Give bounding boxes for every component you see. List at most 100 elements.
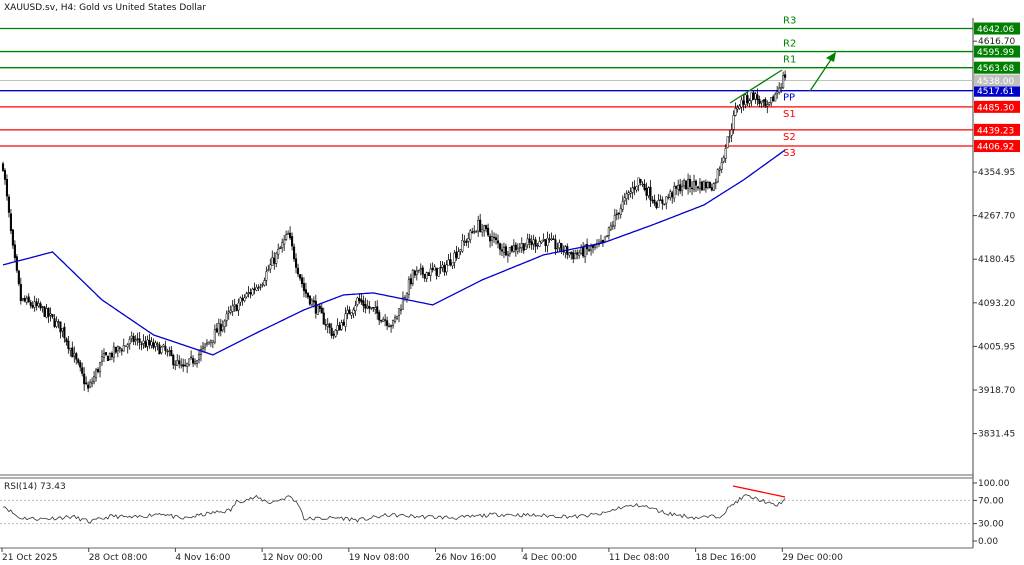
candle-body <box>649 186 652 201</box>
candle-body <box>294 258 298 268</box>
direction-arrow-line <box>809 57 833 92</box>
candle-body <box>132 336 135 342</box>
candle-body <box>720 162 723 170</box>
time-tick-label: 18 Dec 16:00 <box>696 553 757 563</box>
candle-body <box>47 307 50 317</box>
candle-body <box>289 232 292 239</box>
candle-body <box>588 249 591 251</box>
candle-body <box>451 262 454 267</box>
candle-body <box>459 249 462 252</box>
candle-body <box>342 322 345 326</box>
candle-body <box>390 325 393 327</box>
candle-body <box>376 306 379 314</box>
candle-body <box>39 303 42 309</box>
candle-body <box>485 225 488 230</box>
candle-body <box>112 346 115 358</box>
candle-body <box>500 249 504 252</box>
candle-body <box>33 301 36 308</box>
candle-body <box>415 270 418 276</box>
candle-body <box>221 325 224 331</box>
candle-body <box>269 264 272 270</box>
candle-body <box>774 93 777 102</box>
candle-body <box>239 297 242 303</box>
price-tick-label: 3831.45 <box>978 430 1015 440</box>
candle-body <box>546 237 549 246</box>
candle-body <box>411 269 414 284</box>
candle-body <box>776 91 779 94</box>
candle-body <box>742 100 745 105</box>
candle-body <box>766 104 769 107</box>
candle-body <box>306 292 309 298</box>
candle-body <box>128 339 131 345</box>
candle-body <box>298 274 302 279</box>
candle-body <box>156 343 159 345</box>
candle-body <box>683 180 686 186</box>
candle-body <box>409 278 412 285</box>
candle-body <box>23 298 26 302</box>
candle-body <box>152 342 155 348</box>
rsi-line <box>2 494 786 524</box>
candle-body <box>45 308 48 318</box>
candle-body <box>518 247 521 249</box>
candle-body <box>11 229 14 246</box>
candle-body <box>43 306 46 317</box>
candle-body <box>542 238 545 241</box>
candle-body <box>716 169 719 182</box>
current-price-label: 4538.00 <box>977 77 1014 87</box>
candle-body <box>469 230 472 240</box>
current-price-tag <box>974 74 1020 87</box>
level-price-label: 4406.92 <box>977 143 1014 153</box>
candle-body <box>431 267 434 270</box>
candle-body <box>421 267 424 275</box>
candle-body <box>718 168 721 171</box>
candle-body <box>550 238 553 241</box>
candle-body <box>164 346 167 351</box>
candle-body <box>378 312 381 321</box>
candle-body <box>512 245 515 253</box>
candle-body <box>655 202 658 208</box>
candle-body <box>661 199 664 204</box>
candle-body <box>619 207 622 216</box>
candle-body <box>5 179 9 197</box>
candle-body <box>722 157 725 162</box>
candle-body <box>253 288 256 290</box>
candle-body <box>748 100 751 104</box>
chart-title: XAUUSD.sv, H4: Gold vs United States Dol… <box>4 3 207 13</box>
candle-body <box>17 270 20 284</box>
candle-body <box>217 322 220 334</box>
candle-body <box>756 94 759 101</box>
candle-body <box>122 345 125 352</box>
candle-body <box>154 342 157 347</box>
candle-body <box>277 248 280 255</box>
candle-body <box>65 338 68 342</box>
price-tick-label: 3918.70 <box>978 386 1015 396</box>
candle-body <box>679 184 682 192</box>
candle-body <box>243 297 246 301</box>
candle-body <box>671 192 674 198</box>
candle-body <box>728 136 731 138</box>
candle-body <box>419 268 422 270</box>
candle-body <box>110 352 113 358</box>
candle-body <box>778 87 781 93</box>
candle-body <box>750 92 753 102</box>
candle-body <box>180 364 183 366</box>
candle-body <box>265 271 268 281</box>
level-price-tag <box>974 61 1020 74</box>
candle-body <box>9 213 12 232</box>
candle-body <box>445 264 448 273</box>
candle-body <box>744 94 747 106</box>
candle-body <box>510 245 513 252</box>
candle-body <box>142 340 145 344</box>
candle-body <box>738 105 741 109</box>
candle-body <box>35 301 38 306</box>
candle-body <box>96 369 100 372</box>
price-tick-label: 4093.20 <box>978 299 1015 309</box>
candle-body <box>334 329 337 337</box>
candle-body <box>601 239 604 243</box>
candle-body <box>429 268 432 276</box>
candle-body <box>401 297 405 310</box>
candle-body <box>570 251 573 255</box>
candle-body <box>100 356 104 362</box>
candle-body <box>223 320 226 327</box>
